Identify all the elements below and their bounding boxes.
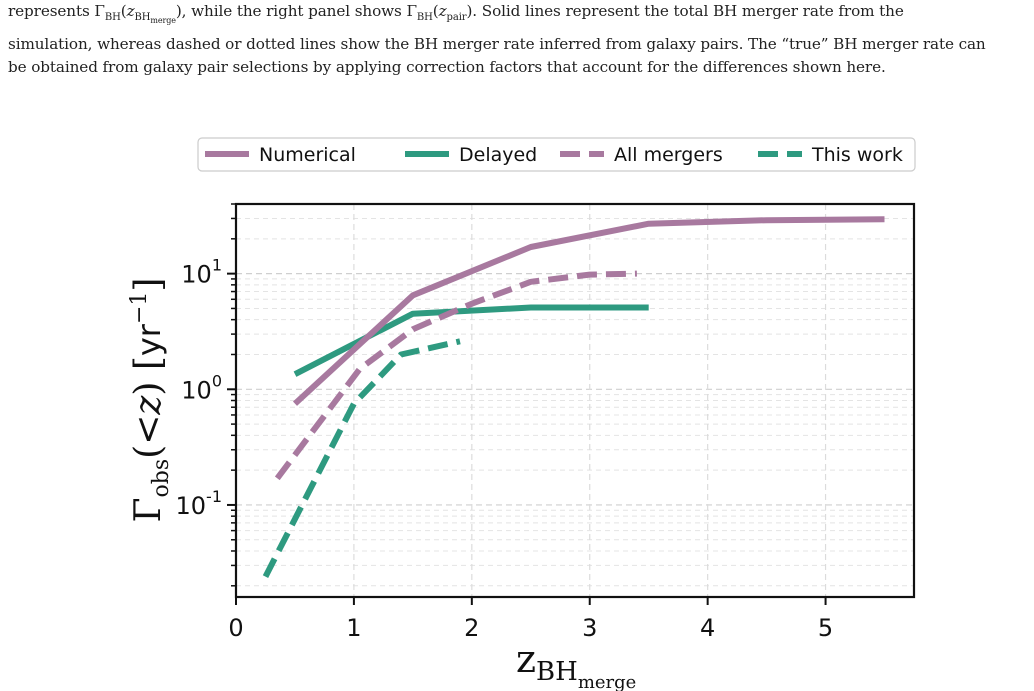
figure-caption: represents ΓBH(zBHmerge), while the righ… [8, 0, 1028, 80]
y-axis-label: Γobs(<z) [yr−1] [127, 278, 174, 523]
caption-line-2: simulation, whereas dashed or dotted lin… [8, 34, 986, 53]
legend-label-numerical: Numerical [259, 144, 356, 166]
y-tick-label: 101 [181, 256, 222, 289]
series-line-numerical [292, 216, 885, 406]
tick-marks [227, 203, 827, 605]
x-tick-labels: 0 1 2 3 4 5 [228, 614, 833, 642]
y-tick-label: 10-1 [176, 487, 223, 520]
x-tick-label: 4 [700, 614, 715, 642]
x-tick-label: 2 [464, 614, 479, 642]
legend-label-this-work: This work [811, 144, 903, 166]
x-tick-label: 0 [228, 614, 243, 642]
x-axis-label: zBHmerge [516, 637, 636, 691]
caption-line-3: be obtained from galaxy pair selections … [8, 58, 886, 77]
legend-box [197, 137, 916, 172]
series-line-this-work [262, 338, 461, 578]
series-line-all-mergers [274, 270, 637, 481]
series-line-delayed [293, 304, 649, 377]
legend: Numerical Delayed All mergers This work [197, 137, 916, 172]
x-tick-label: 5 [818, 614, 833, 642]
caption-line-1: represents ΓBH(zBHmerge), while the righ… [8, 2, 904, 26]
legend-label-delayed: Delayed [459, 144, 537, 166]
legend-label-all-mergers: All mergers [614, 144, 723, 166]
x-tick-label: 1 [346, 614, 361, 642]
y-tick-label: 100 [181, 371, 222, 404]
series-layer [262, 216, 885, 578]
y-tick-labels: 10-1 100 101 [176, 256, 223, 520]
x-tick-label: 3 [582, 614, 597, 642]
